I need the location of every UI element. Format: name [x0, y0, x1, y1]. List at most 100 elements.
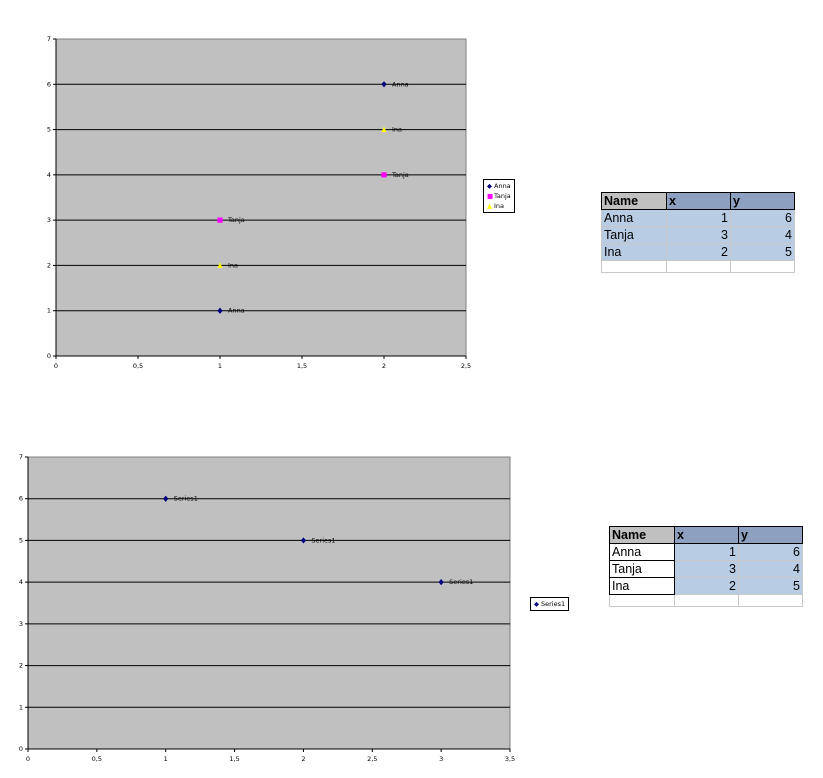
data-label: Anna — [228, 307, 245, 315]
legend-label: Anna — [494, 182, 511, 190]
table-row: Anna 1 6 — [601, 209, 795, 227]
data-label: Series1 — [449, 578, 473, 586]
y-tick-label: 1 — [47, 307, 51, 315]
table-row: Ina 2 5 — [609, 577, 803, 595]
data-label: Series1 — [311, 536, 335, 544]
y-tick-label: 3 — [19, 620, 23, 628]
cell-x[interactable]: 1 — [674, 543, 739, 561]
header-cell-y[interactable]: y — [738, 526, 803, 544]
data-point — [217, 217, 223, 223]
cell-x[interactable]: 1 — [666, 209, 731, 227]
data-point — [300, 537, 307, 544]
y-tick-label: 5 — [47, 126, 51, 134]
table-row: Tanja 3 4 — [609, 560, 803, 578]
plot-area — [55, 38, 467, 357]
x-tick-label: 1 — [164, 755, 168, 763]
plot-area — [27, 456, 511, 750]
x-tick-label: 0,5 — [92, 755, 102, 763]
x-tick-label: 3,5 — [505, 755, 515, 763]
legend-label: Tanja — [494, 192, 511, 200]
chart-2: 0 1 2 3 4 5 6 7 0 0,5 1 1,5 2 2,5 3 3,5 Series1 Series1 Se… — [19, 453, 515, 763]
x-tick-label: 1,5 — [229, 755, 239, 763]
header-cell-y[interactable]: y — [730, 192, 795, 210]
chart-2-legend: ◆ Series1 — [530, 597, 570, 611]
data-label: Series1 — [174, 495, 198, 503]
table-row: Ina 2 5 — [601, 243, 795, 261]
x-tick-label: 2 — [382, 362, 386, 370]
header-cell-x[interactable]: x — [674, 526, 739, 544]
cell-name[interactable]: Anna — [609, 543, 675, 561]
cell-name[interactable]: Tanja — [601, 226, 667, 244]
cell-name[interactable]: Ina — [609, 577, 675, 595]
header-cell-x[interactable]: x — [666, 192, 731, 210]
cell-y[interactable]: 6 — [738, 543, 803, 561]
data-table-1: Name x y Anna 1 6 Tanja 3 4 Ina 2 5 — [601, 192, 795, 273]
data-point — [381, 172, 387, 178]
data-label: Ina — [228, 261, 238, 269]
y-tick-label: 7 — [19, 453, 23, 461]
y-tick-label: 0 — [19, 745, 23, 753]
y-tick-label: 1 — [19, 703, 23, 711]
chart-1: 0 1 2 3 4 5 6 7 0 0,5 1 1,5 2 2,5 Anna Anna Tanja Tanja In… — [47, 35, 471, 370]
x-tick-label: 0 — [26, 755, 30, 763]
y-tick-label: 6 — [19, 495, 23, 503]
legend-item: ◆ Series1 — [534, 599, 565, 609]
header-cell-name[interactable]: Name — [601, 192, 667, 210]
legend-marker-icon: ▲ — [487, 202, 492, 210]
y-tick-label: 6 — [47, 80, 51, 88]
empty-row — [601, 260, 795, 273]
legend-marker-icon: ◆ — [534, 600, 539, 608]
cell-name[interactable]: Ina — [601, 243, 667, 261]
cell-name[interactable]: Tanja — [609, 560, 675, 578]
data-table-2: Name x y Anna 1 6 Tanja 3 4 Ina 2 5 — [609, 526, 803, 607]
data-point — [163, 495, 169, 502]
x-tick-label: 0 — [54, 362, 58, 370]
cell-x[interactable]: 2 — [674, 577, 739, 595]
cell-name[interactable]: Anna — [601, 209, 667, 227]
header-cell-name[interactable]: Name — [609, 526, 675, 544]
cell-y[interactable]: 4 — [738, 560, 803, 578]
x-tick-label: 3 — [439, 755, 443, 763]
data-point — [438, 579, 444, 586]
cell-x[interactable]: 3 — [666, 226, 731, 244]
y-tick-label: 0 — [47, 352, 51, 360]
cell-y[interactable]: 5 — [730, 243, 795, 261]
cell-y[interactable]: 6 — [730, 209, 795, 227]
table-row: Tanja 3 4 — [601, 226, 795, 244]
legend-label: Ina — [494, 202, 505, 210]
table-header-row: Name x y — [601, 192, 795, 210]
x-tick-label: 0,5 — [133, 362, 143, 370]
x-tick-label: 2,5 — [367, 755, 377, 763]
y-tick-label: 3 — [47, 216, 51, 224]
data-label: Ina — [392, 126, 402, 134]
cell-y[interactable]: 4 — [730, 226, 795, 244]
legend-item: ◆ Anna — [487, 181, 511, 191]
table-header-row: Name x y — [609, 526, 803, 544]
data-point — [381, 81, 387, 88]
x-tick-label: 2,5 — [461, 362, 471, 370]
data-label: Tanja — [227, 216, 245, 224]
data-point — [217, 307, 223, 314]
legend-label: Series1 — [541, 600, 566, 608]
cell-y[interactable]: 5 — [738, 577, 803, 595]
y-tick-label: 5 — [19, 536, 23, 544]
empty-row — [609, 594, 803, 607]
x-tick-label: 1 — [218, 362, 222, 370]
y-tick-label: 2 — [47, 261, 51, 269]
cell-x[interactable]: 3 — [674, 560, 739, 578]
legend-item: ■Tanja — [487, 191, 511, 201]
x-tick-label: 2 — [301, 755, 305, 763]
cell-x[interactable]: 2 — [666, 243, 731, 261]
y-tick-label: 2 — [19, 662, 23, 670]
data-point — [217, 262, 223, 269]
x-tick-label: 1,5 — [297, 362, 307, 370]
data-point — [381, 126, 387, 133]
table-row: Anna 1 6 — [609, 543, 803, 561]
y-tick-label: 4 — [47, 171, 51, 179]
legend-item: ▲ Ina — [487, 201, 511, 211]
y-tick-label: 4 — [19, 578, 23, 586]
chart-1-legend: ◆ Anna ■Tanja ▲ Ina — [483, 179, 515, 213]
legend-marker-icon: ◆ — [487, 182, 492, 190]
data-label: Anna — [392, 80, 409, 88]
